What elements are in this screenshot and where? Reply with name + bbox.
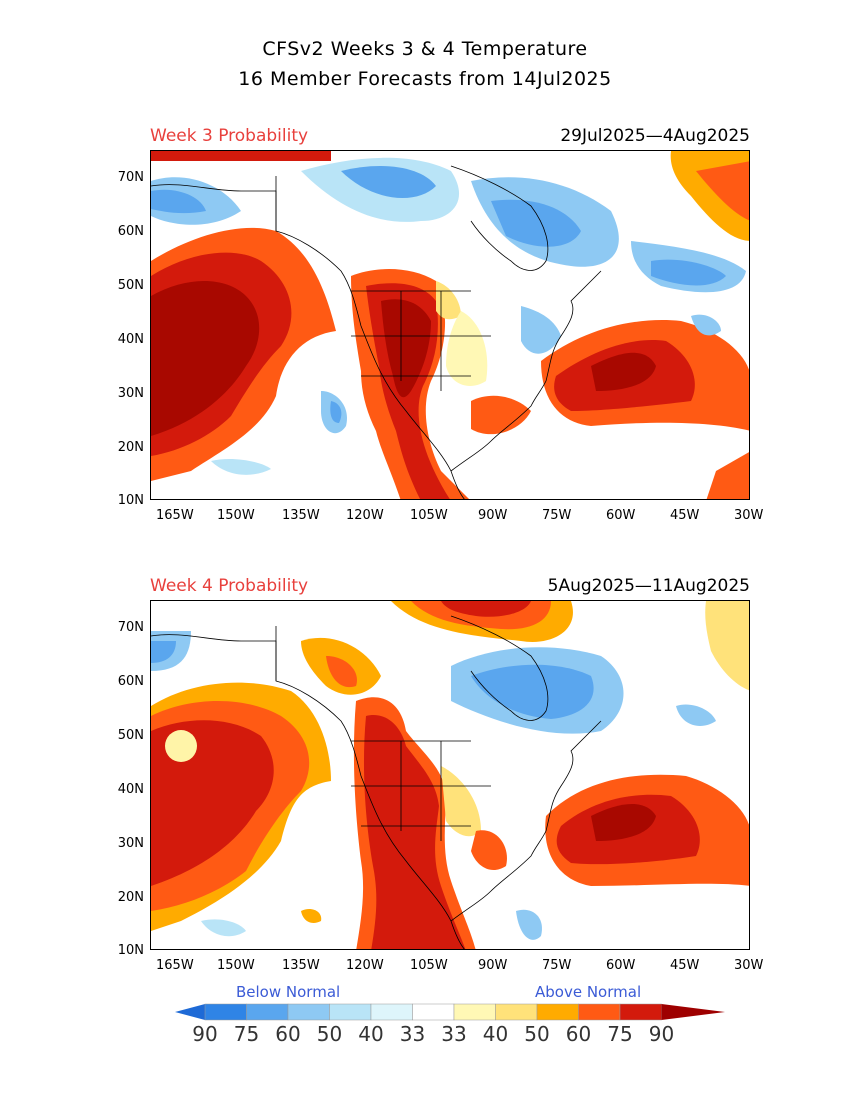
- legend-number: 75: [607, 1022, 633, 1046]
- week3-label: Week 3 Probability: [150, 126, 309, 146]
- week4-xtick-105w: 105W: [410, 958, 448, 973]
- week3-ytick-10n: 10N: [117, 493, 144, 508]
- week3-ytick-30n: 30N: [117, 386, 144, 401]
- legend-swatch: [412, 1003, 455, 1021]
- week4-ytick-20n: 20N: [117, 890, 144, 905]
- week3-xtick-75w: 75W: [542, 508, 572, 523]
- week3-xtick-45w: 45W: [670, 508, 700, 523]
- week4-xtick-150w: 150W: [217, 958, 255, 973]
- legend-numbers: 90 75 60 50 40 33 33 40 50 60 75 90: [0, 1022, 850, 1050]
- week3-coastlines: [151, 165, 602, 499]
- week3-map: [150, 150, 750, 500]
- legend-number: 50: [524, 1022, 550, 1046]
- legend-swatch: [578, 1003, 621, 1021]
- week3-xtick-165w: 165W: [156, 508, 194, 523]
- week4-xtick-60w: 60W: [606, 958, 636, 973]
- week4-map: [150, 600, 750, 950]
- week3-xtick-90w: 90W: [478, 508, 508, 523]
- legend-number: 90: [648, 1022, 675, 1046]
- week4-xtick-135w: 135W: [282, 958, 320, 973]
- legend-number: 75: [233, 1022, 260, 1046]
- week4-xtick-90w: 90W: [478, 958, 508, 973]
- week3-xtick-135w: 135W: [282, 508, 320, 523]
- main-title-line1: CFSv2 Weeks 3 & 4 Temperature: [262, 38, 588, 60]
- legend-swatch: [287, 1003, 330, 1021]
- week4-ytick-10n: 10N: [117, 943, 144, 958]
- legend-number: 60: [565, 1022, 592, 1046]
- legend-number: 50: [316, 1022, 343, 1046]
- week4-ytick-70n: 70N: [117, 620, 144, 635]
- legend-above-label: Above Normal: [535, 983, 642, 1001]
- legend-arrow-right: [661, 1004, 725, 1020]
- week3-ytick-60n: 60N: [117, 224, 144, 239]
- week4-ytick-40n: 40N: [117, 782, 144, 797]
- week4-shading: [151, 601, 749, 949]
- week3-ytick-20n: 20N: [117, 440, 144, 455]
- legend-number: 60: [275, 1022, 301, 1046]
- legend-swatch: [329, 1003, 372, 1021]
- legend-arrow-left: [175, 1004, 205, 1020]
- legend-number: 33: [399, 1022, 426, 1046]
- legend-below-label: Below Normal: [236, 983, 341, 1001]
- week4-xtick-75w: 75W: [542, 958, 572, 973]
- legend-swatch: [536, 1003, 579, 1021]
- week3-xtick-150w: 150W: [217, 508, 255, 523]
- week3-xtick-120w: 120W: [346, 508, 384, 523]
- legend-swatch: [453, 1003, 496, 1021]
- week3-ytick-50n: 50N: [117, 278, 144, 293]
- legend-number: 40: [358, 1022, 384, 1046]
- week4-xtick-120w: 120W: [346, 958, 384, 973]
- week4-dates: 5Aug2025—11Aug2025: [547, 576, 750, 596]
- legend-colorbar-svg: [175, 1003, 725, 1021]
- week3-ytick-70n: 70N: [117, 170, 144, 185]
- week3-xtick-105w: 105W: [410, 508, 448, 523]
- legend-number: 33: [441, 1022, 467, 1046]
- week4-ytick-50n: 50N: [117, 728, 144, 743]
- legend-swatch: [246, 1003, 289, 1021]
- legend-swatch: [619, 1003, 662, 1021]
- week3-dates: 29Jul2025—4Aug2025: [560, 126, 750, 146]
- week4-label: Week 4 Probability: [150, 576, 309, 596]
- week4-xtick-30w: 30W: [734, 958, 764, 973]
- week3-xtick-30w: 30W: [734, 508, 764, 523]
- week4-xtick-165w: 165W: [156, 958, 194, 973]
- week3-xtick-60w: 60W: [606, 508, 636, 523]
- legend-number: 90: [192, 1022, 218, 1046]
- week4-coastlines: [151, 615, 602, 949]
- week3-ytick-40n: 40N: [117, 332, 144, 347]
- main-title-line2: 16 Member Forecasts from 14Jul2025: [238, 68, 612, 90]
- legend-swatch: [204, 1003, 247, 1021]
- legend-swatch: [370, 1003, 413, 1021]
- week4-xtick-45w: 45W: [670, 958, 700, 973]
- legend-swatch: [495, 1003, 538, 1021]
- legend-colorbar: [175, 1002, 725, 1022]
- week3-shading: [151, 151, 749, 499]
- week4-ytick-60n: 60N: [117, 674, 144, 689]
- legend-number: 40: [482, 1022, 509, 1046]
- week4-ytick-30n: 30N: [117, 836, 144, 851]
